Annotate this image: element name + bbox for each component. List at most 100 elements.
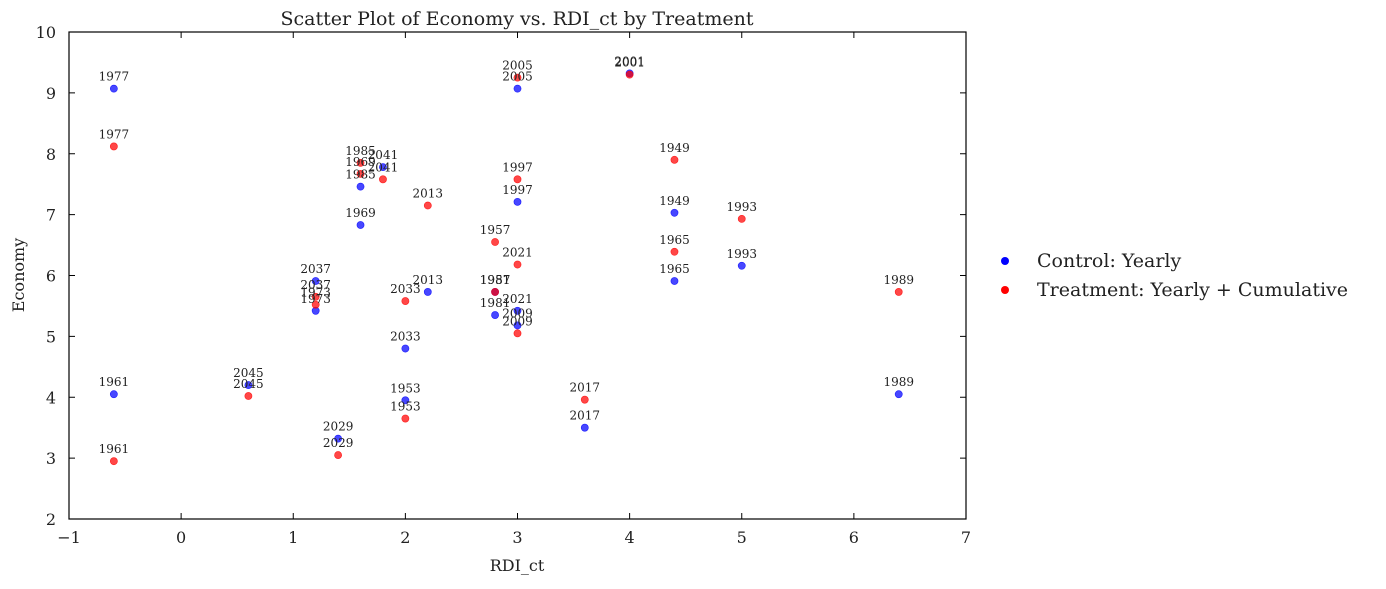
legend-item-control: Control: Yearly [995,246,1348,275]
data-label-treatment: 2017 [570,381,601,395]
data-label-control: 1949 [659,194,690,208]
plot-frame [68,31,967,520]
data-label-control: 1993 [726,247,757,261]
x-tick-label: −1 [57,528,81,547]
data-point-control [737,261,746,270]
data-point-control [379,163,387,172]
y-tick-label: 8 [46,145,56,164]
data-label-treatment: 2037 [300,278,331,292]
data-point-treatment [423,201,432,210]
data-label-control: 1973 [300,292,331,306]
data-point-treatment [379,175,387,184]
legend-marker-control [1001,256,1009,265]
data-label-treatment: 1981 [480,273,511,287]
data-point-treatment [670,155,679,164]
data-point-treatment [311,292,320,301]
data-label-control: 2033 [390,330,421,344]
y-tick-label: 9 [46,84,56,103]
x-tick-label: 1 [288,528,298,547]
data-point-control [580,423,589,432]
data-point-treatment [513,73,522,82]
plot-layer: −1 0 1 2 3 4 5 6 7 2 3 4 5 6 7 8 9 10 [36,23,971,547]
x-tick-label: 3 [512,528,522,547]
x-tick-label: 0 [176,528,186,547]
data-label-treatment: 2001 [614,56,645,70]
data-label-treatment: 1989 [883,273,914,287]
y-tick-label: 5 [46,327,56,346]
labels-layer: 1977196120452037197320291985196920412033… [99,54,914,456]
data-label-control: 1985 [345,168,376,182]
legend: Control: Yearly Treatment: Yearly + Cumu… [995,246,1348,304]
data-point-treatment [491,288,499,296]
data-point-treatment [513,260,522,269]
data-label-control: 1961 [99,375,130,389]
data-point-control [670,277,679,285]
data-label-control: 1965 [659,262,690,276]
data-point-treatment [491,238,499,246]
data-label-control: 2029 [323,420,354,434]
data-label-control: 2041 [368,148,399,162]
data-label-treatment: 1965 [659,233,690,247]
data-label-control: 1981 [480,296,511,310]
data-label-treatment: 2045 [233,377,264,391]
data-label-treatment: 1961 [99,442,130,456]
points-layer [109,69,903,466]
data-point-control [109,84,118,93]
x-tick-label: 6 [849,528,859,547]
data-label-control: 1969 [345,206,376,220]
data-label-treatment: 1973 [300,286,331,300]
data-label-control: 2009 [502,306,533,320]
data-label-control: 2013 [413,273,444,287]
data-point-control [356,182,365,191]
data-label-treatment: 2013 [413,186,444,200]
data-point-control [513,84,522,93]
y-tick-label: 7 [46,206,56,225]
data-point-control [894,390,903,399]
data-point-control [513,306,522,315]
data-label-treatment: 2033 [390,282,421,296]
data-label-treatment: 2005 [502,59,533,73]
data-point-treatment [356,158,365,167]
data-point-treatment [513,329,522,338]
data-point-control [670,208,679,217]
data-point-control [423,288,432,296]
data-label-treatment: 1969 [345,155,376,169]
legend-label-control: Control: Yearly [1037,249,1182,272]
y-tick-label: 4 [46,388,56,407]
data-label-treatment: 1953 [390,400,421,414]
x-axis-label: RDI_ct [490,556,545,575]
y-tick-label: 6 [46,267,56,286]
data-label-treatment: 1977 [99,127,130,141]
data-label-treatment: 2041 [368,160,399,174]
data-point-treatment [670,247,679,256]
data-label-control: 2017 [570,409,601,423]
data-point-treatment [109,457,118,466]
legend-marker-treatment [1001,285,1009,294]
data-label-treatment: 2029 [323,436,354,450]
data-point-control [244,381,253,389]
data-label-control: 1977 [99,70,130,84]
data-label-control: 2001 [614,54,645,68]
data-point-treatment [311,300,320,309]
legend-item-treatment: Treatment: Yearly + Cumulative [995,275,1348,304]
data-point-control [356,221,365,229]
data-point-control [334,434,342,443]
x-tick-label: 5 [737,528,747,547]
data-point-treatment [109,142,118,151]
data-point-treatment [513,175,522,184]
data-point-control [311,277,320,285]
data-label-control: 2021 [502,292,533,306]
data-label-control: 2005 [502,70,533,84]
data-point-treatment [625,70,634,79]
data-point-control [513,321,522,330]
legend-label-treatment: Treatment: Yearly + Cumulative [1037,278,1349,301]
data-label-treatment: 2021 [502,246,533,260]
data-label-control: 2037 [300,262,331,276]
data-point-treatment [894,288,903,296]
data-label-treatment: 2009 [502,314,533,328]
data-point-treatment [356,169,365,178]
data-point-treatment [401,414,410,423]
data-point-treatment [737,214,746,223]
data-label-control: 1953 [390,381,421,395]
